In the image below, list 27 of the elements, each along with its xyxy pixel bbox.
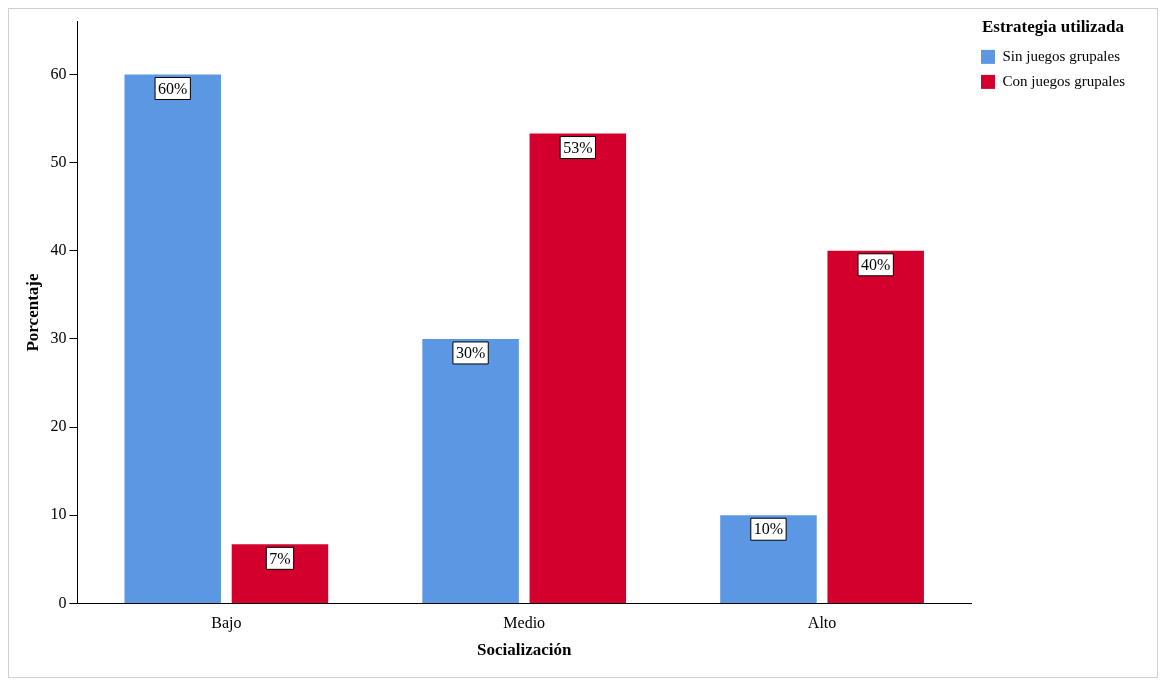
y-tick-label: 50 xyxy=(50,152,67,170)
legend-label: Con juegos grupales xyxy=(1002,72,1126,89)
bar xyxy=(231,544,329,603)
bar xyxy=(720,515,817,603)
data-label: 10% xyxy=(753,520,784,538)
data-label: 40% xyxy=(861,256,891,273)
x-tick-label: Bajo xyxy=(211,614,242,633)
bar xyxy=(529,133,627,603)
bar xyxy=(827,250,924,603)
data-label: 53% xyxy=(563,138,593,156)
x-tick-label: Alto xyxy=(807,614,837,632)
x-tick-label: Medio xyxy=(503,614,546,632)
y-tick-label: 30 xyxy=(50,329,67,347)
y-tick-label: 10 xyxy=(50,505,67,523)
legend-title: Estrategia utilizada xyxy=(981,16,1125,36)
x-axis-title: Socialización xyxy=(476,640,572,660)
data-label: 7% xyxy=(269,549,291,567)
y-tick-label: 20 xyxy=(50,417,67,435)
data-label: 60% xyxy=(158,79,188,97)
bar xyxy=(422,338,519,603)
y-tick-label: 0 xyxy=(58,593,67,611)
bar xyxy=(124,74,221,603)
y-tick-label: 60 xyxy=(50,64,67,82)
y-axis-title: Porcentaje xyxy=(22,273,42,352)
y-tick-label: 40 xyxy=(50,241,67,258)
data-label: 30% xyxy=(455,344,486,362)
legend-label: Sin juegos grupales xyxy=(1002,47,1121,64)
